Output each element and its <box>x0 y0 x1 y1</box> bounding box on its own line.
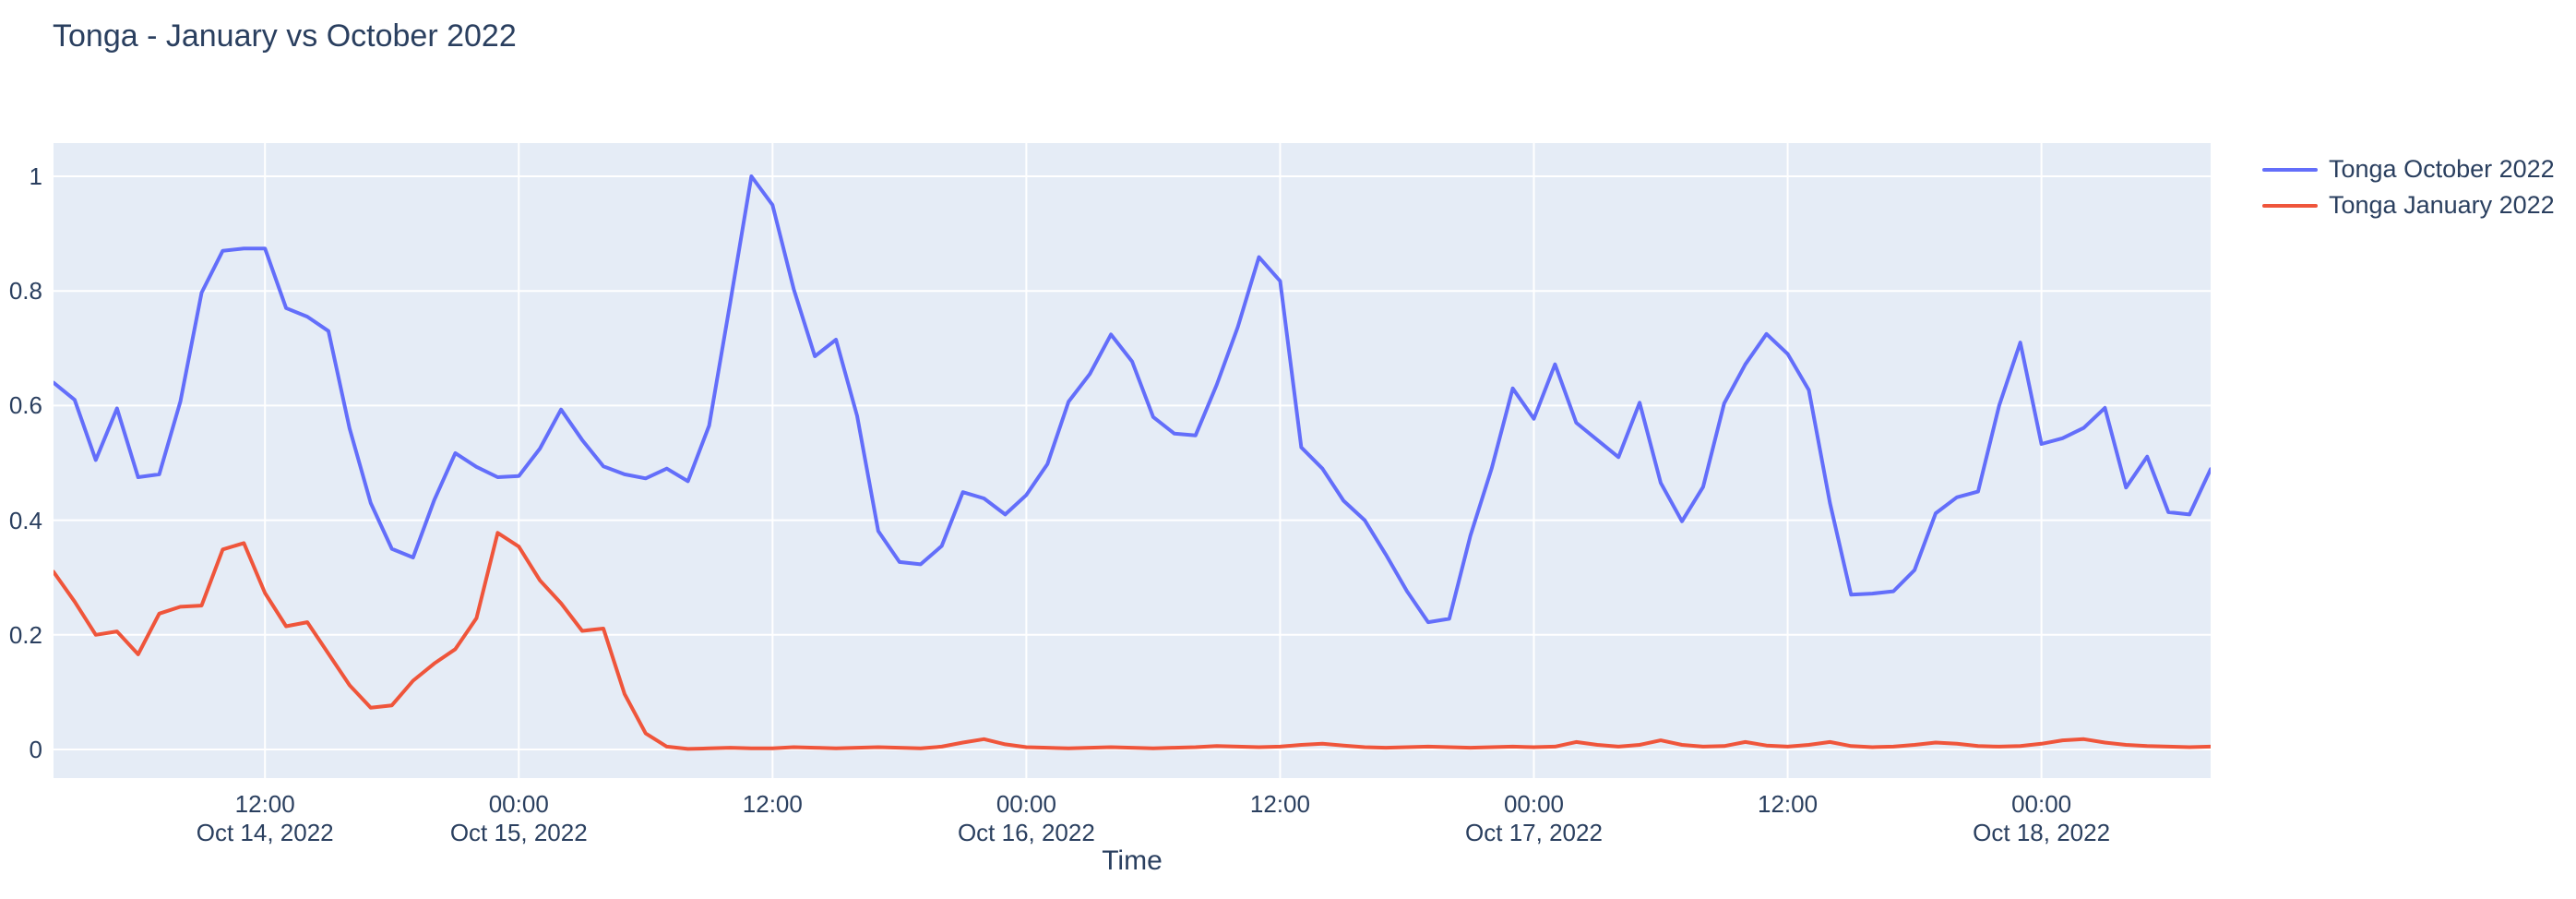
legend-item-tonga-january-2022[interactable]: Tonga January 2022 <box>2262 187 2555 223</box>
x-tick-label: 00:00 Oct 16, 2022 <box>924 790 1127 847</box>
y-tick-label: 0.8 <box>8 277 42 306</box>
x-tick-label-line: 00:00 <box>2011 790 2072 818</box>
x-tick-label-line: 12:00 <box>234 790 295 818</box>
x-tick-label: 12:00 <box>1687 790 1890 819</box>
series-line-tonga-october-2022[interactable] <box>54 174 2211 625</box>
legend-line-swatch <box>2262 203 2318 208</box>
x-tick-label-line: Oct 18, 2022 <box>1973 819 2111 846</box>
series-line-tonga-january-2022[interactable] <box>54 531 2211 751</box>
plot-area[interactable] <box>54 143 2211 778</box>
y-tick-label: 0.2 <box>8 620 42 649</box>
x-tick-label-line: 12:00 <box>742 790 803 818</box>
y-tick-label: 0.6 <box>8 391 42 420</box>
legend-label: Tonga January 2022 <box>2329 191 2555 219</box>
chart-title: Tonga - January vs October 2022 <box>53 18 517 54</box>
x-tick-label-line: Oct 15, 2022 <box>449 819 588 846</box>
x-tick-label: 00:00 Oct 17, 2022 <box>1433 790 1636 847</box>
x-tick-label: 12:00 <box>671 790 874 819</box>
x-tick-label-line: Oct 16, 2022 <box>957 819 1095 846</box>
x-tick-label-line: 12:00 <box>1249 790 1310 818</box>
x-axis-title: Time <box>1102 845 1163 876</box>
legend-line-swatch <box>2262 167 2318 172</box>
x-tick-label-line: Oct 17, 2022 <box>1465 819 1603 846</box>
x-tick-label: 00:00 Oct 18, 2022 <box>1940 790 2143 847</box>
x-tick-label-line: 00:00 <box>996 790 1056 818</box>
x-tick-label: 12:00 Oct 14, 2022 <box>163 790 366 847</box>
x-tick-label-line: 00:00 <box>1503 790 1565 818</box>
y-tick-label: 0.4 <box>8 506 42 534</box>
y-tick-label: 1 <box>29 162 42 190</box>
legend-item-tonga-october-2022[interactable]: Tonga October 2022 <box>2262 151 2555 187</box>
y-tick-label: 0 <box>29 736 42 763</box>
plot-canvas[interactable] <box>54 143 2211 778</box>
x-tick-label-line: 00:00 <box>488 790 549 818</box>
x-tick-label-line: 12:00 <box>1758 790 1819 818</box>
legend-label: Tonga October 2022 <box>2329 155 2555 183</box>
x-tick-label: 00:00 Oct 15, 2022 <box>417 790 620 847</box>
legend: Tonga October 2022 Tonga January 2022 <box>2262 151 2555 223</box>
x-tick-label: 12:00 <box>1178 790 1381 819</box>
x-tick-label-line: Oct 14, 2022 <box>196 819 334 846</box>
